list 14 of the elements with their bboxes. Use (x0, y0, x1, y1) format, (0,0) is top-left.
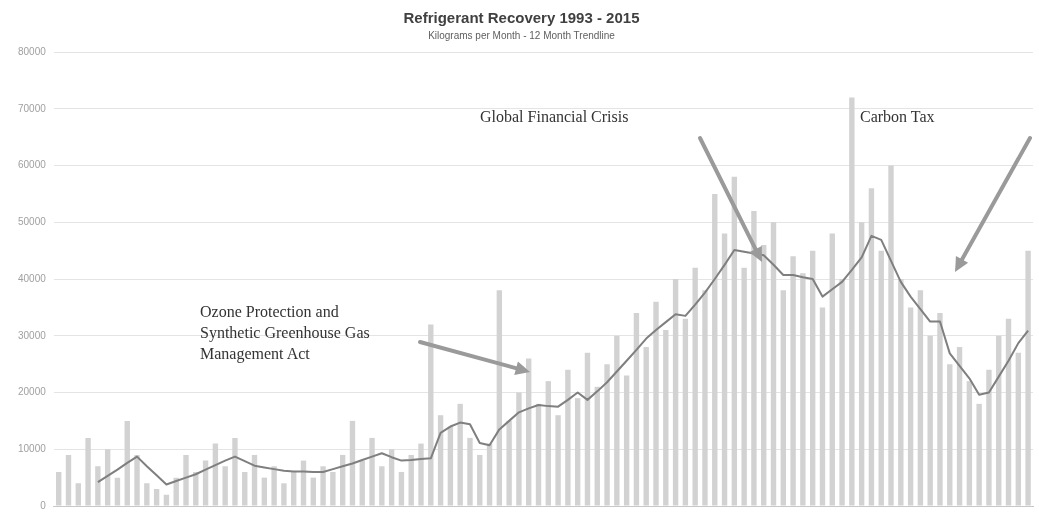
y-tick-label: 10000 (18, 443, 47, 454)
annotation: Carbon Tax (859, 107, 936, 127)
chart-title: Refrigerant Recovery 1993 - 2015 (403, 9, 640, 27)
y-tick-label: 50000 (18, 216, 47, 227)
annotation: Global Financial Crisis (479, 107, 630, 127)
y-tick-label: 0 (40, 499, 47, 511)
y-tick-label: 80000 (18, 45, 47, 57)
chart-subtitle: Kilograms per Month - 12 Month Trendline (428, 29, 616, 41)
y-tick-label: 60000 (18, 159, 47, 171)
y-tick-label: 30000 (18, 329, 47, 341)
y-tick-label: 40000 (18, 272, 47, 284)
y-tick-label: 70000 (18, 102, 47, 114)
y-tick-label: 20000 (18, 386, 47, 398)
annotation: Ozone Protection and Synthetic Greenhouse Gas Management Act (199, 302, 371, 365)
